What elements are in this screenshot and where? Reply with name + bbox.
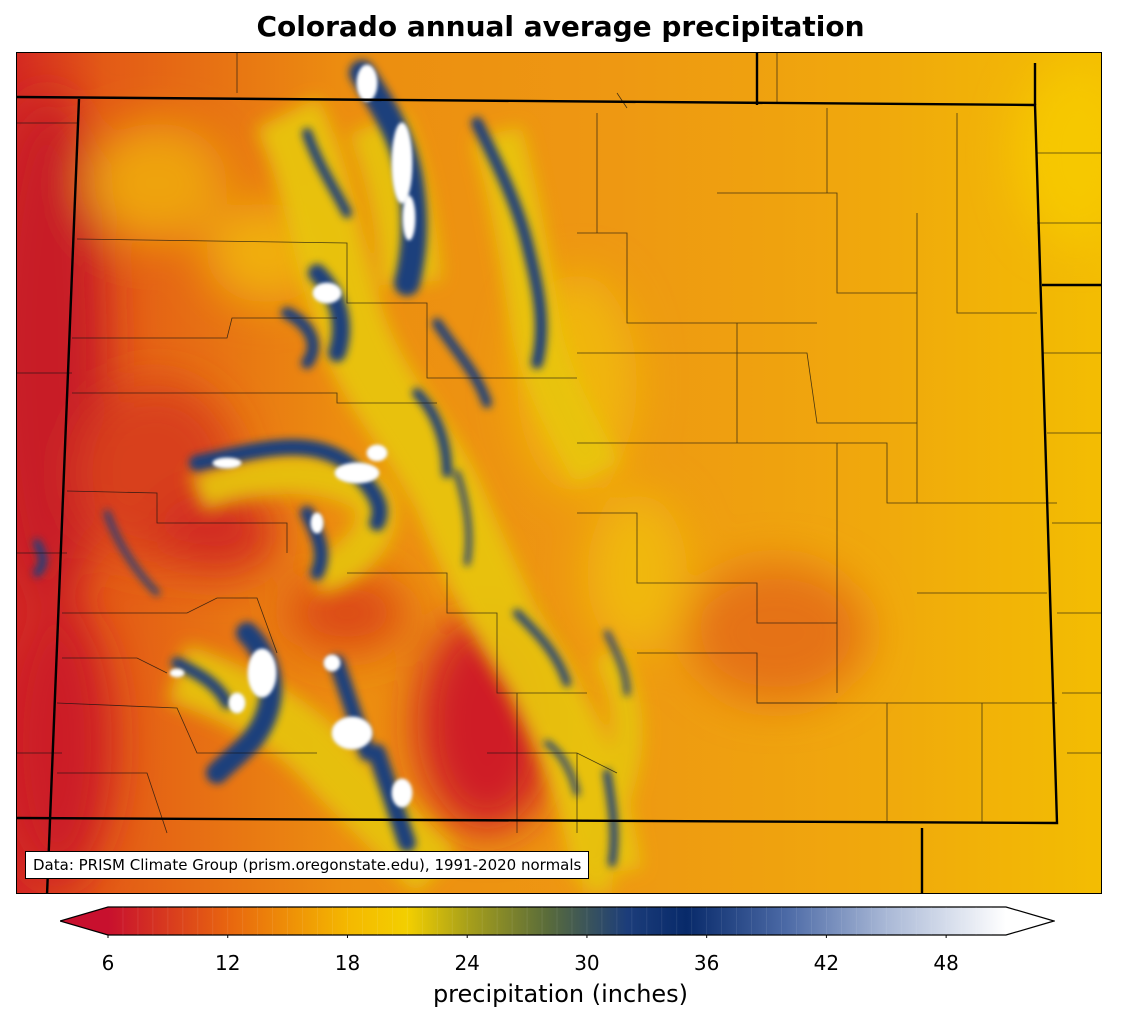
colorbar-tick-label: 18	[334, 951, 361, 975]
precipitation-map	[16, 52, 1102, 894]
colorbar-tick-label: 36	[693, 951, 720, 975]
colorbar-tick-label: 48	[933, 951, 959, 975]
colorbar-svg	[57, 906, 1057, 938]
chart-title: Colorado annual average precipitation	[256, 10, 865, 43]
colorbar-tick-label: 42	[813, 951, 840, 975]
colorbar-gradient	[108, 907, 1006, 935]
colorbar-max-extension	[1006, 907, 1054, 935]
state-borders	[17, 53, 1101, 893]
county-lines	[17, 53, 1101, 834]
colorbar-ticks	[107, 907, 992, 938]
data-source-note: Data: PRISM Climate Group (prism.oregons…	[25, 851, 590, 879]
mountain-wet	[33, 60, 630, 867]
colorbar-min-extension	[60, 907, 108, 935]
colorbar-tick-label: 6	[101, 951, 115, 975]
colorbar-tick-label: 30	[574, 951, 600, 975]
colorbar-label: precipitation (inches)	[432, 980, 689, 1008]
map-canvas	[17, 53, 1101, 893]
colorbar-tick-label: 24	[454, 951, 480, 975]
colorbar	[57, 904, 1057, 938]
colorbar-tick-label: 12	[214, 951, 241, 975]
mountain-snow	[169, 64, 416, 808]
